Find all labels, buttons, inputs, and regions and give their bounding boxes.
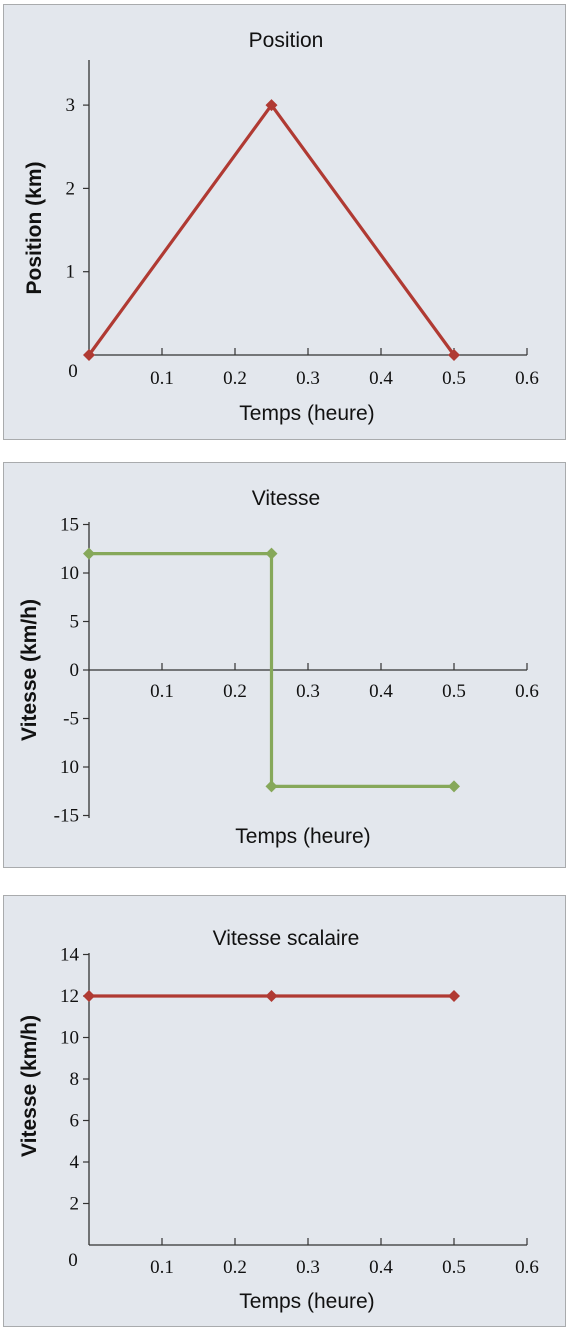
- x-tick-label: 0.3: [296, 1257, 320, 1278]
- x-axis-label: Temps (heure): [235, 825, 370, 848]
- x-tick-label: 0.1: [150, 1257, 174, 1278]
- y-tick-label: 0: [68, 1250, 78, 1271]
- y-tick-label: 6: [70, 1111, 80, 1132]
- x-tick-label: 0.5: [442, 1257, 466, 1278]
- x-tick-label: 0.2: [223, 681, 247, 702]
- chart-1-plot: 0.1 0.2 0.3 0.4 0.5 0.6 15 10 5 0 -5 10 -15: [54, 515, 539, 827]
- x-tick-label: 0.3: [296, 681, 320, 702]
- x-tick-label: 0.6: [515, 681, 539, 702]
- x-tick-label: 0.6: [515, 368, 539, 389]
- y-tick-label: 14: [60, 945, 80, 966]
- y-tick-label: 2: [70, 1194, 80, 1215]
- x-tick-label: 0.2: [223, 368, 247, 389]
- chart-0-plot: 0.1 0.2 0.3 0.4 0.5 0.6 0 1 2 3: [66, 60, 539, 389]
- speed-chart-panel: [3, 895, 566, 1327]
- y-tick-label: 8: [70, 1069, 80, 1090]
- data-point-marker: [83, 547, 95, 560]
- data-point-marker: [265, 547, 278, 560]
- y-axis-label: Position (km): [23, 161, 46, 294]
- data-point-marker: [83, 990, 95, 1002]
- x-tick-label: 0.1: [150, 368, 174, 389]
- x-axis-label: Temps (heure): [239, 402, 374, 425]
- position-chart-panel: [3, 4, 566, 440]
- data-point-marker: [265, 780, 278, 793]
- data-point-marker: [448, 349, 460, 361]
- chart-title: Vitesse scalaire: [213, 927, 360, 950]
- x-tick-label: 0.4: [369, 1257, 393, 1278]
- y-tick-label: 12: [60, 986, 79, 1007]
- y-tick-label: 5: [70, 612, 80, 633]
- data-point-marker: [265, 99, 278, 112]
- y-tick-label: 10: [60, 1028, 79, 1049]
- x-tick-label: 0.1: [150, 681, 174, 702]
- x-tick-label: 0.5: [442, 368, 466, 389]
- data-point-marker: [265, 990, 278, 1002]
- y-tick-label: 3: [66, 95, 76, 116]
- data-point-marker: [448, 990, 460, 1002]
- chart-title: Vitesse: [252, 487, 321, 510]
- y-tick-label: 10: [60, 757, 79, 778]
- y-tick-label: 15: [60, 515, 79, 536]
- y-tick-label: 4: [70, 1152, 80, 1173]
- x-axis-label: Temps (heure): [239, 1290, 374, 1313]
- y-tick-label: -5: [63, 709, 79, 730]
- velocity-chart-panel: [3, 462, 566, 868]
- y-tick-label: -15: [54, 806, 79, 827]
- chart-title: Position: [249, 29, 324, 52]
- x-tick-label: 0.4: [369, 681, 393, 702]
- data-point-marker: [83, 349, 95, 361]
- y-tick-label: 10: [60, 563, 79, 584]
- x-tick-label: 0.2: [223, 1257, 247, 1278]
- x-tick-label: 0.6: [515, 1257, 539, 1278]
- x-tick-label: 0.5: [442, 681, 466, 702]
- series-line: [89, 551, 454, 789]
- y-tick-label: 0: [70, 660, 80, 681]
- y-tick-label: 0: [68, 361, 78, 382]
- data-point-marker: [448, 780, 460, 793]
- x-tick-label: 0.4: [369, 368, 393, 389]
- y-tick-label: 2: [66, 178, 76, 199]
- y-axis-label: Vitesse (km/h): [18, 1015, 41, 1157]
- y-tick-label: 1: [66, 262, 76, 283]
- x-tick-label: 0.3: [296, 368, 320, 389]
- series-line: [87, 103, 456, 356]
- y-axis-label: Vitesse (km/h): [18, 599, 41, 741]
- chart-2-plot: 0.1 0.2 0.3 0.4 0.5 0.6 0 2 4 6 8 10 12 14: [60, 945, 539, 1279]
